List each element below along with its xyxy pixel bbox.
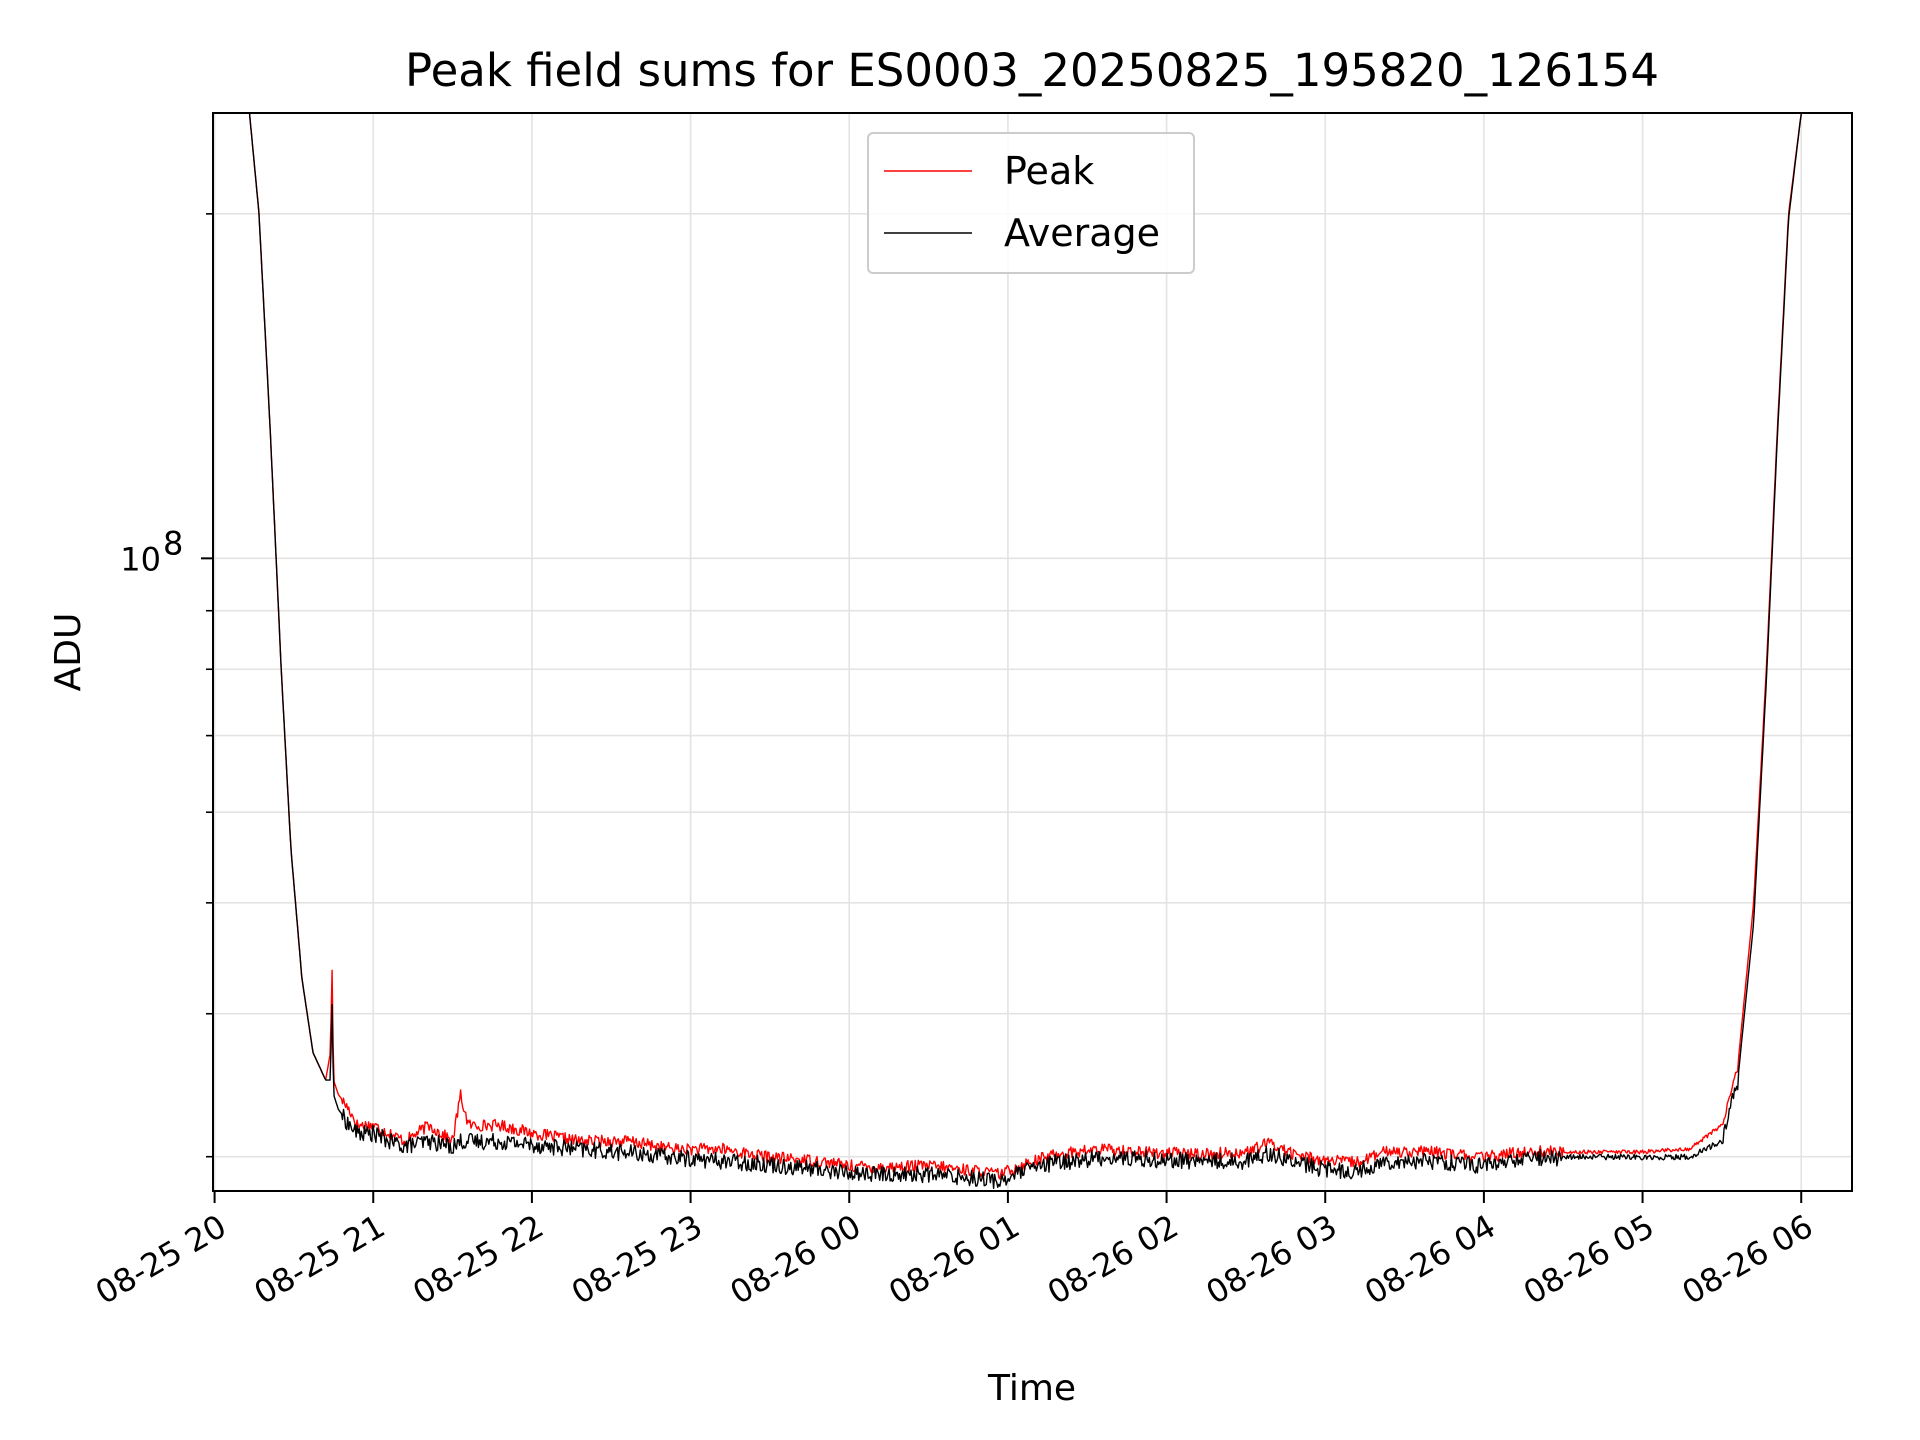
series-lines bbox=[248, 112, 1818, 1189]
series-line-average bbox=[248, 112, 1818, 1189]
y-axis-ticks: 10 8 bbox=[120, 213, 213, 1158]
legend-label-peak: Peak bbox=[1004, 149, 1094, 193]
y-tick-label-exponent: 8 bbox=[163, 524, 183, 562]
plot-frame bbox=[212, 112, 1853, 1192]
legend-label-average: Average bbox=[1004, 211, 1160, 255]
y-axis-label: ADU bbox=[48, 613, 89, 692]
chart-title: Peak field sums for ES0003_20250825_1958… bbox=[405, 44, 1659, 97]
y-tick-label: 10 bbox=[120, 540, 161, 578]
grid bbox=[213, 113, 1852, 1191]
legend: Peak Average bbox=[867, 132, 1195, 274]
x-axis-label: Time bbox=[987, 1368, 1076, 1409]
legend-frame bbox=[867, 132, 1195, 274]
